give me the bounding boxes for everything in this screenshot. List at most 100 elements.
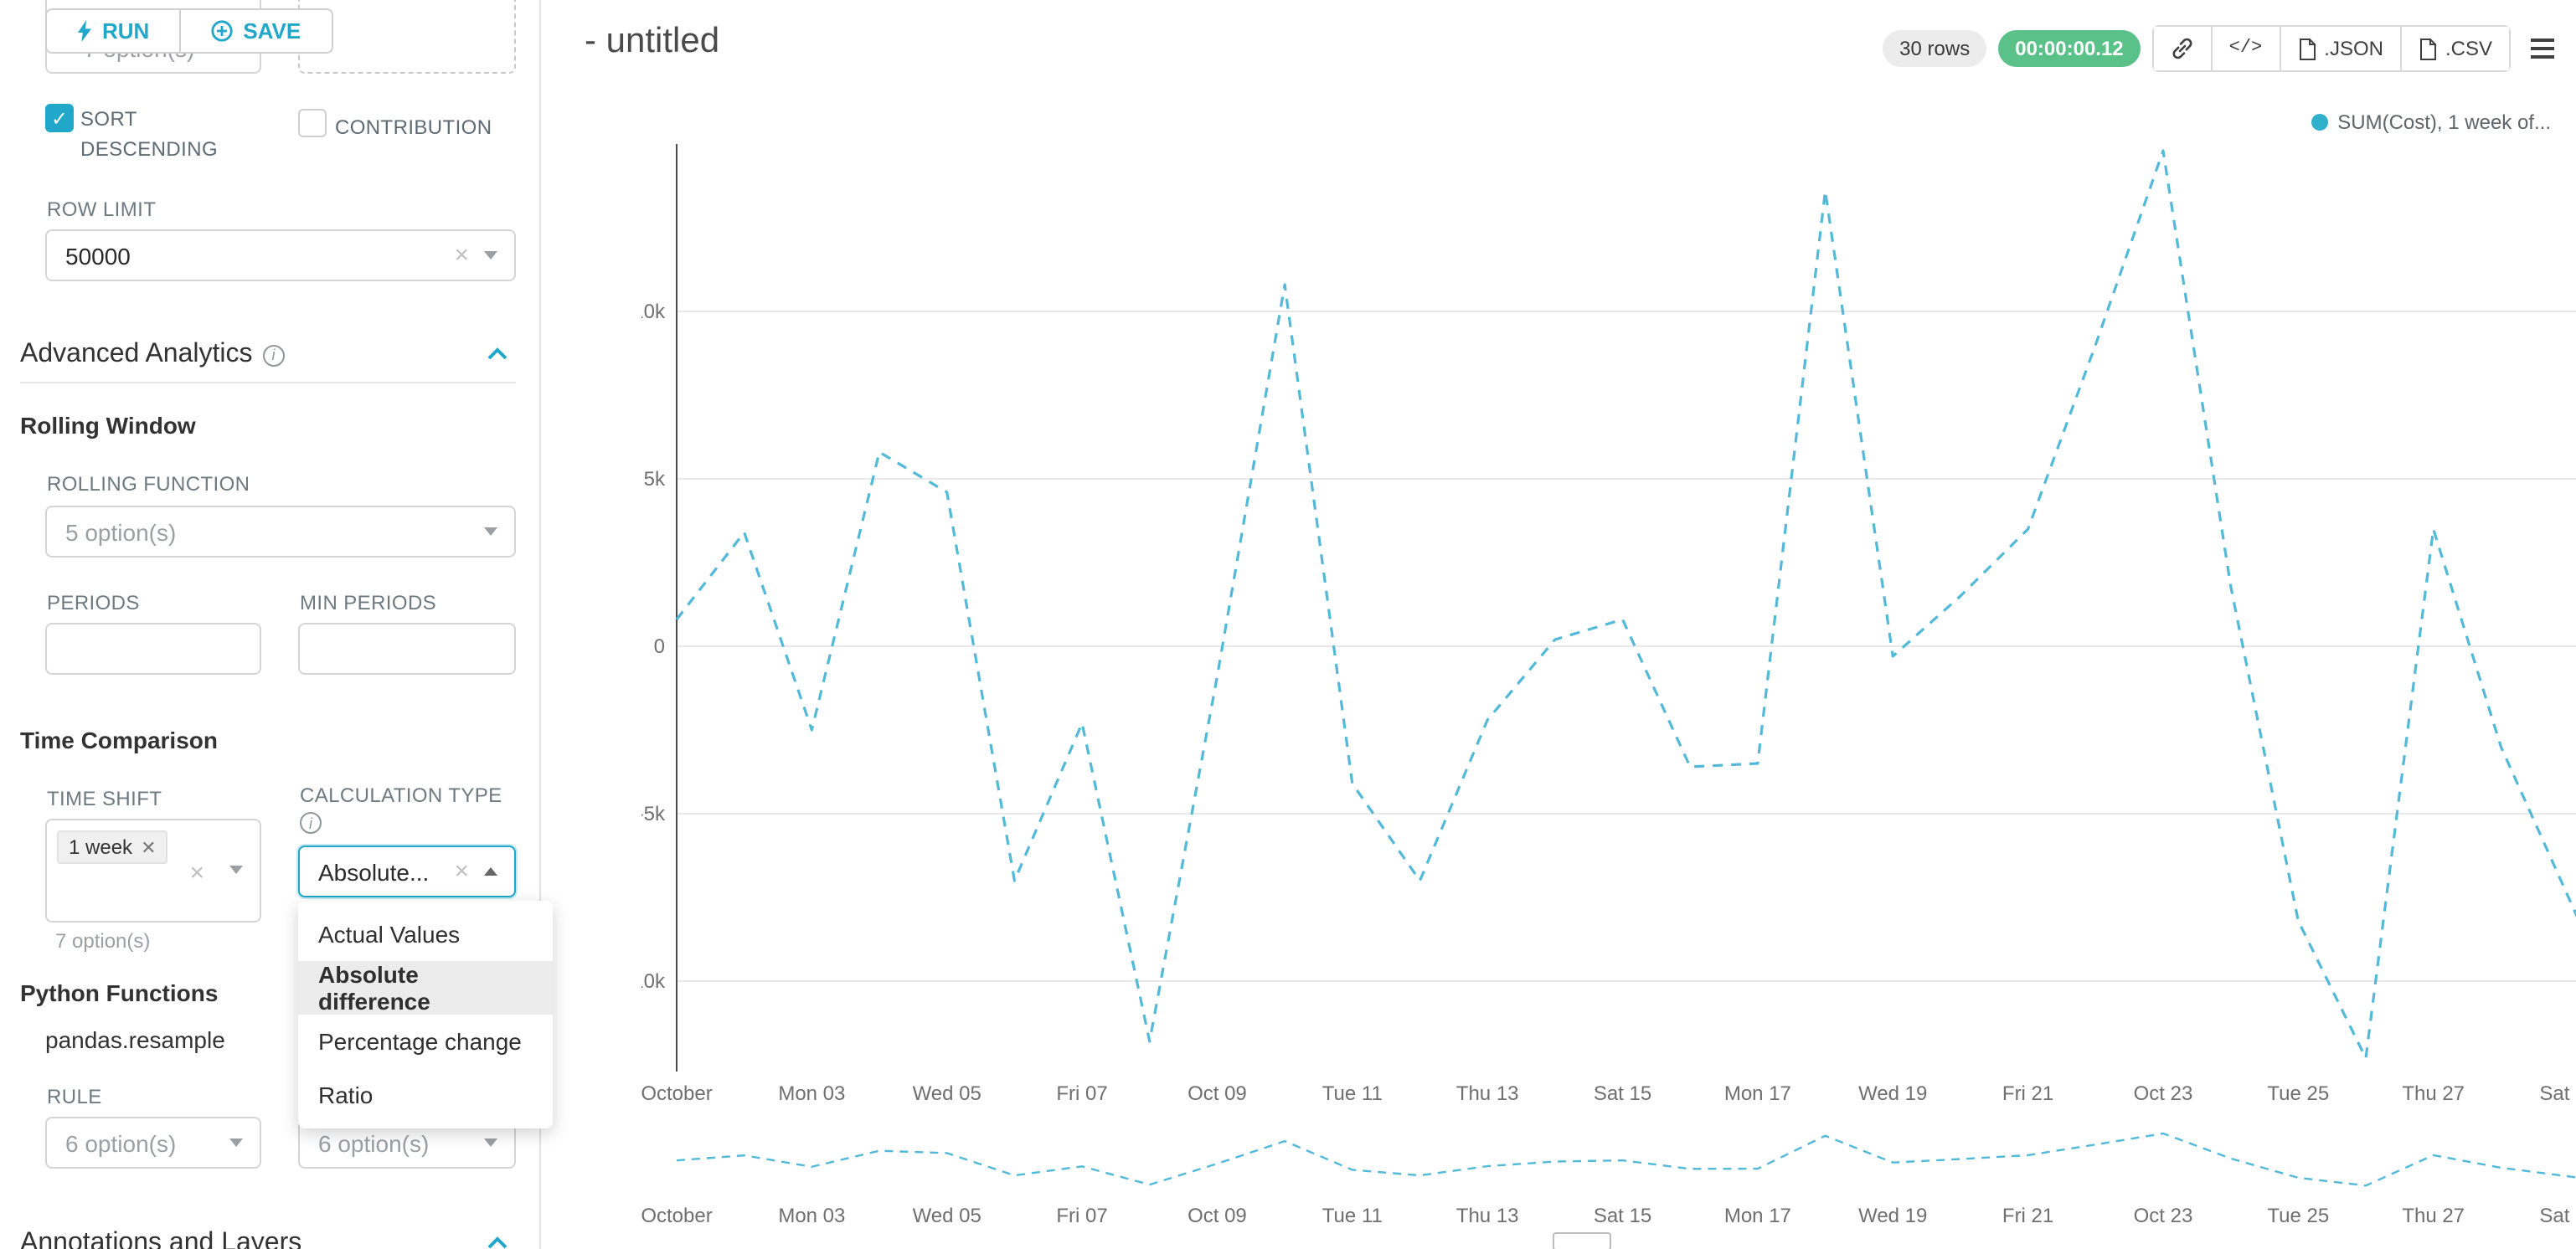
svg-text:Thu 13: Thu 13: [1456, 1205, 1519, 1227]
svg-text:October: October: [641, 1082, 713, 1105]
svg-text:Tue 25: Tue 25: [2267, 1205, 2329, 1227]
export-csv-button[interactable]: .CSV: [2399, 27, 2509, 70]
calculation-type-select[interactable]: Absolute... ×: [298, 846, 516, 897]
rule-value: 6 option(s): [65, 1129, 177, 1156]
svg-text:Tue 11: Tue 11: [1322, 1205, 1383, 1227]
time-shift-label: TIME SHIFT: [47, 787, 162, 810]
svg-text:Tue 11: Tue 11: [1322, 1082, 1383, 1105]
caret-up-icon: [484, 867, 497, 876]
scroll-handle[interactable]: [1553, 1232, 1611, 1249]
svg-text:Thu 13: Thu 13: [1456, 1082, 1519, 1105]
contribution-checkbox[interactable]: [298, 109, 327, 137]
svg-text:10k: 10k: [641, 301, 666, 323]
chevron-up-icon[interactable]: [486, 345, 509, 362]
svg-text:Mon 17: Mon 17: [1724, 1205, 1791, 1227]
rolling-function-value: 5 option(s): [65, 518, 177, 545]
chevron-up-icon[interactable]: [486, 1234, 509, 1249]
method-value: 6 option(s): [318, 1129, 430, 1156]
svg-text:Wed 19: Wed 19: [1858, 1205, 1927, 1227]
svg-text:Sat 15: Sat 15: [1594, 1205, 1651, 1227]
embed-code-button[interactable]: </>: [2210, 27, 2280, 70]
code-icon: </>: [2228, 39, 2263, 59]
svg-text:Sat 29: Sat 29: [2539, 1082, 2576, 1105]
svg-text:5k: 5k: [644, 468, 666, 491]
mini-range-chart[interactable]: October Mon 03 Wed 05 Fri 07 Oct 09 Tue 11 Thu…: [641, 1118, 2576, 1236]
svg-text:October: October: [641, 1205, 713, 1227]
min-periods-input[interactable]: [298, 623, 516, 675]
svg-text:-10k: -10k: [641, 970, 666, 993]
json-label: .JSON: [2324, 37, 2383, 60]
link-icon: [2172, 38, 2192, 59]
rule-label: RULE: [47, 1085, 102, 1108]
svg-text:Wed 19: Wed 19: [1858, 1082, 1927, 1105]
svg-text:Oct 09: Oct 09: [1188, 1205, 1247, 1227]
svg-text:Tue 25: Tue 25: [2267, 1082, 2329, 1105]
run-button[interactable]: RUN: [47, 10, 180, 52]
svg-text:0: 0: [654, 635, 665, 658]
save-button[interactable]: SAVE: [179, 10, 332, 52]
row-limit-label: ROW LIMIT: [47, 198, 157, 221]
page-title[interactable]: - untitled: [585, 22, 720, 60]
rolling-function-label: ROLLING FUNCTION: [47, 472, 250, 496]
rolling-function-select[interactable]: 5 option(s): [45, 506, 516, 558]
remove-tag-icon[interactable]: ✕: [141, 838, 157, 858]
svg-text:-5k: -5k: [641, 803, 666, 825]
annotations-header[interactable]: Annotations and Layers: [20, 1229, 301, 1249]
caret-down-icon: [484, 1138, 497, 1147]
dropdown-option-absolute-difference[interactable]: Absolute difference: [298, 961, 553, 1015]
info-icon: i: [300, 812, 322, 834]
caret-down-icon: [484, 251, 497, 260]
menu-icon[interactable]: [2522, 28, 2563, 69]
sort-descending-checkbox[interactable]: ✓: [45, 104, 74, 132]
copy-link-button[interactable]: [2153, 27, 2211, 70]
legend-label: SUM(Cost), 1 week of...: [2337, 111, 2551, 134]
dropdown-option-percentage-change[interactable]: Percentage change: [318, 1028, 522, 1055]
advanced-analytics-header[interactable]: Advanced Analytics i: [20, 340, 285, 370]
export-json-button[interactable]: .JSON: [2279, 27, 2400, 70]
time-comparison-title: Time Comparison: [20, 727, 218, 753]
calculation-type-label: CALCULATION TYPE: [300, 784, 502, 807]
legend-item[interactable]: SUM(Cost), 1 week of...: [2311, 111, 2551, 134]
clear-icon[interactable]: ×: [189, 859, 204, 887]
row-limit-value: 50000: [65, 242, 131, 269]
row-limit-select[interactable]: 50000 ×: [45, 229, 516, 281]
dropdown-option-ratio[interactable]: Ratio: [318, 1082, 374, 1108]
rule-select[interactable]: 6 option(s): [45, 1117, 261, 1169]
svg-text:Thu 27: Thu 27: [2402, 1082, 2465, 1105]
legend-marker: [2311, 114, 2328, 131]
svg-text:Fri 21: Fri 21: [2002, 1205, 2053, 1227]
rolling-window-title: Rolling Window: [20, 412, 196, 439]
contribution-label: CONTRIBUTION: [335, 116, 492, 139]
export-button-group: </> .JSON .CSV: [2151, 25, 2511, 72]
chart-area: - untitled 30 rows 00:00:00.12 </>: [541, 0, 2576, 1249]
time-shift-tag[interactable]: 1 week ✕: [57, 830, 168, 864]
annotations-title: Annotations and Layers: [20, 1229, 302, 1249]
clear-icon[interactable]: ×: [454, 857, 469, 886]
run-save-group: RUN SAVE: [45, 8, 333, 54]
section-divider: [20, 382, 516, 383]
clear-icon[interactable]: ×: [454, 241, 469, 270]
save-label: SAVE: [243, 18, 301, 44]
dropdown-option-actual-values[interactable]: Actual Values: [318, 921, 461, 948]
svg-text:Fri 07: Fri 07: [1056, 1205, 1107, 1227]
chart-toolbar: 30 rows 00:00:00.12 </> .JSON: [1883, 25, 2563, 72]
svg-text:Mon 03: Mon 03: [778, 1082, 845, 1105]
periods-label: PERIODS: [47, 591, 140, 614]
svg-text:Thu 27: Thu 27: [2402, 1205, 2465, 1227]
time-shift-select[interactable]: 1 week ✕ ×: [45, 819, 261, 923]
csv-label: .CSV: [2445, 37, 2492, 60]
lightning-icon: [78, 20, 91, 42]
svg-text:Fri 07: Fri 07: [1056, 1082, 1107, 1105]
svg-text:Wed 05: Wed 05: [913, 1082, 981, 1105]
calculation-type-value: Absolute...: [318, 858, 430, 885]
caret-down-icon: [484, 527, 497, 536]
svg-text:Mon 17: Mon 17: [1724, 1082, 1791, 1105]
periods-input[interactable]: [45, 623, 261, 675]
file-icon: [2419, 38, 2436, 59]
info-icon: i: [262, 344, 285, 366]
svg-text:Mon 03: Mon 03: [778, 1205, 845, 1227]
truncated-dropzone[interactable]: [298, 0, 516, 74]
main-line-chart[interactable]: 10k 5k 0 -5k -10k October Mon 03 Wed 05 Fri 07 Oc…: [641, 134, 2576, 1118]
file-icon: [2299, 38, 2316, 59]
svg-text:Oct 23: Oct 23: [2134, 1082, 2193, 1105]
